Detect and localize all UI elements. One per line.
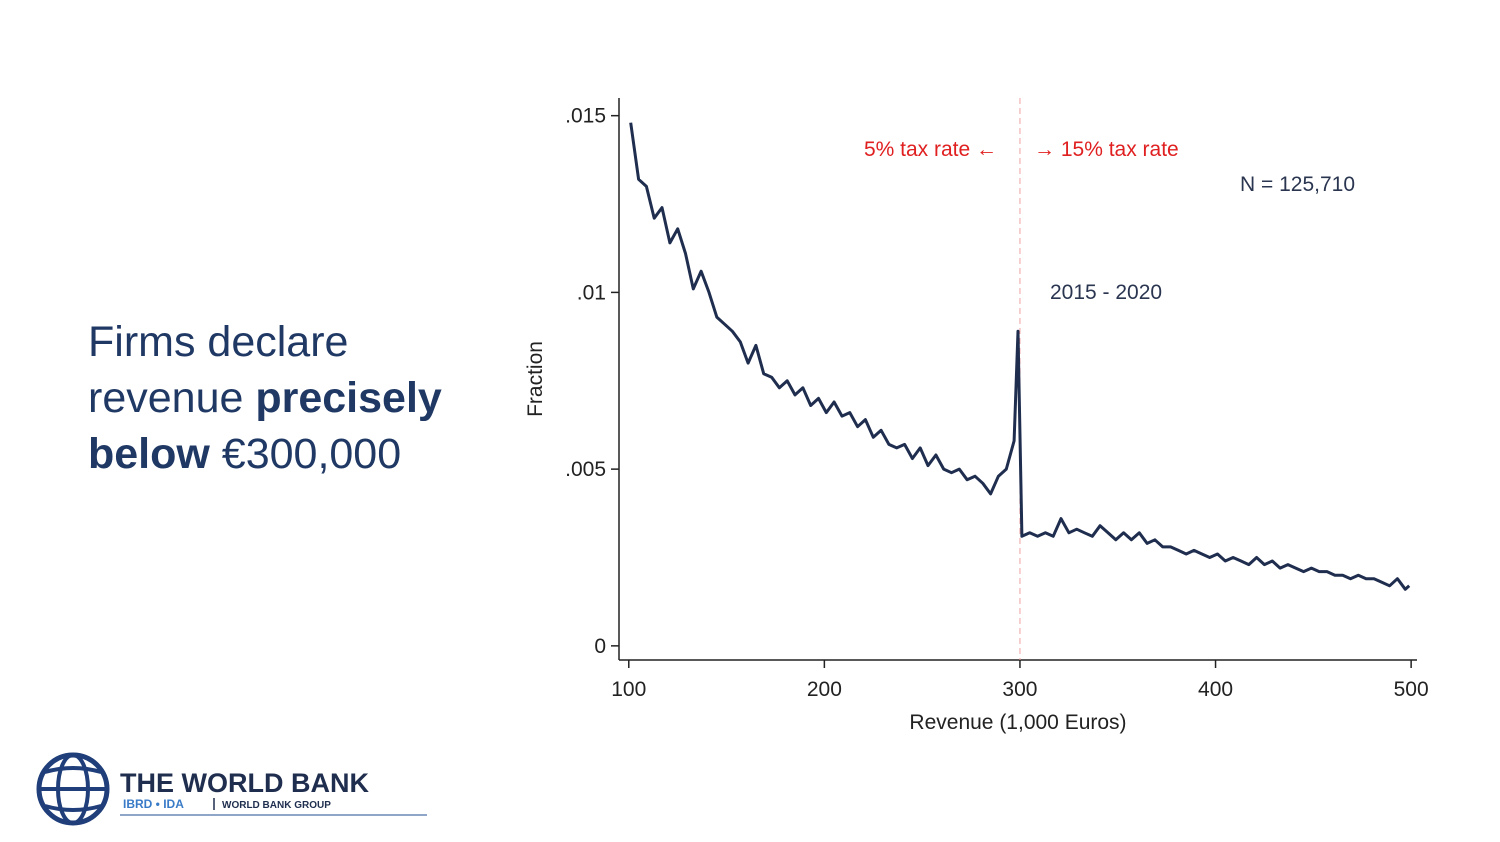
logo-globe [44,766,102,812]
headline: Firms declare revenue precisely below €300… [88,314,442,482]
x-axis-label: Revenue (1,000 Euros) [909,711,1126,734]
headline-text: €300,000 [209,430,402,478]
x-tick-label: 200 [807,678,842,701]
x-tick-label: 300 [1002,678,1037,701]
logo-sub: WORLD BANK GROUP [222,800,331,811]
headline-text: precisely [255,374,442,422]
x-tick-label: 400 [1198,678,1233,701]
headline-line: below €300,000 [88,426,442,482]
logo-name: THE WORLD BANK [120,768,369,798]
y-axis-label: Fraction [524,341,547,417]
headline-line: revenue precisely [88,370,442,426]
logo: THE WORLD BANK IBRD • IDA WORLD BANK GRO… [36,752,427,826]
annotation: 2015 - 2020 [1050,281,1162,304]
annotation: 5% tax rate ← [864,138,997,161]
y-tick-label: .01 [577,281,606,304]
y-tick-label: .005 [565,458,606,481]
headline-line: Firms declare [88,314,442,370]
headline-text: Firms declare [88,318,349,366]
x-tick-label: 100 [611,678,646,701]
x-tick-label: 500 [1394,678,1429,701]
annotation: → 15% tax rate [1034,138,1179,161]
data-line [629,122,1411,591]
annotation: N = 125,710 [1240,173,1355,196]
headline-text: revenue [88,374,256,422]
headline-text: below [88,430,210,478]
logo-sub: IBRD • IDA [123,797,184,811]
y-tick-label: .015 [565,105,606,128]
y-tick-label: 0 [594,635,606,658]
